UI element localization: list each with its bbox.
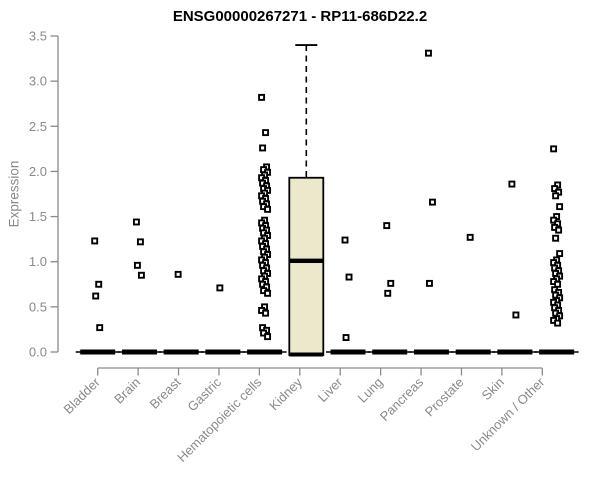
outlier-point: [551, 185, 559, 193]
category-label: Brain: [111, 375, 143, 407]
y-tick-label: 0.5: [29, 299, 47, 314]
outlier-point: [133, 261, 141, 269]
outlier-point: [264, 289, 272, 297]
category-label: Liver: [315, 374, 346, 405]
y-tick-label: 3.5: [29, 29, 47, 44]
outlier-point: [383, 222, 391, 230]
outlier-point: [508, 180, 516, 188]
outlier-point: [216, 284, 224, 292]
outlier-point: [260, 329, 268, 337]
flat-box: [497, 349, 533, 355]
outlier-point: [92, 292, 100, 300]
outlier-point: [429, 198, 436, 206]
outlier-point: [512, 311, 520, 319]
category-label: Pancreas: [377, 374, 427, 424]
flat-box: [413, 349, 449, 355]
y-axis-label: Expression: [6, 160, 22, 228]
outlier-point: [426, 279, 433, 287]
category-label: Breast: [146, 374, 183, 411]
outlier-point: [552, 192, 560, 200]
flat-box: [539, 349, 575, 355]
y-tick-label: 2.5: [29, 119, 47, 134]
outlier-point: [384, 289, 392, 297]
outlier-point: [550, 145, 558, 153]
outlier-point: [264, 205, 272, 213]
flat-box: [80, 349, 116, 355]
outlier-point: [387, 279, 395, 287]
flat-box: [372, 349, 408, 355]
outlier-point: [345, 273, 353, 281]
flat-box: [205, 349, 241, 355]
outlier-point: [552, 234, 560, 242]
outlier-point: [136, 238, 144, 246]
category-label: Kidney: [266, 374, 305, 413]
flat-box: [163, 349, 199, 355]
category-label: Skin: [479, 375, 507, 403]
chart-title: ENSG00000267271 - RP11-686D22.2: [172, 8, 428, 25]
outlier-point: [132, 218, 140, 226]
outlier-point: [425, 49, 432, 57]
outlier-point: [96, 324, 104, 332]
outlier-point: [341, 236, 349, 244]
y-tick-label: 1.0: [29, 254, 47, 269]
category-label: Lung: [355, 375, 386, 406]
outlier-point: [554, 280, 562, 288]
outlier-point: [174, 270, 182, 278]
outlier-point: [91, 237, 99, 245]
y-tick-label: 0.0: [29, 345, 47, 360]
outlier-point: [259, 144, 267, 152]
category-label: Bladder: [61, 374, 104, 417]
category-label: Prostate: [422, 375, 467, 420]
outlier-point: [262, 129, 270, 137]
y-tick-label: 3.0: [29, 74, 47, 89]
outlier-point: [95, 280, 103, 288]
box: [288, 176, 325, 356]
outlier-point: [556, 250, 564, 258]
outlier-point: [262, 309, 270, 317]
outlier-point: [264, 333, 272, 341]
flat-box: [330, 349, 366, 355]
flat-box: [455, 349, 491, 355]
y-tick-label: 2.0: [29, 164, 47, 179]
flat-box: [247, 349, 283, 355]
outlier-point: [466, 233, 474, 241]
category-label: Gastric: [184, 374, 224, 414]
flat-box: [121, 349, 157, 355]
outlier-point: [556, 203, 564, 211]
outlier-point: [555, 226, 563, 234]
box-bottom-line: [289, 352, 324, 357]
outlier-point: [258, 93, 266, 101]
outlier-point: [137, 271, 145, 279]
category-label: Unknown / Other: [468, 374, 548, 454]
y-tick-label: 1.5: [29, 209, 47, 224]
median-line: [289, 258, 324, 264]
outlier-point: [342, 334, 350, 342]
outlier-point: [550, 216, 558, 224]
outlier-point: [554, 319, 562, 327]
